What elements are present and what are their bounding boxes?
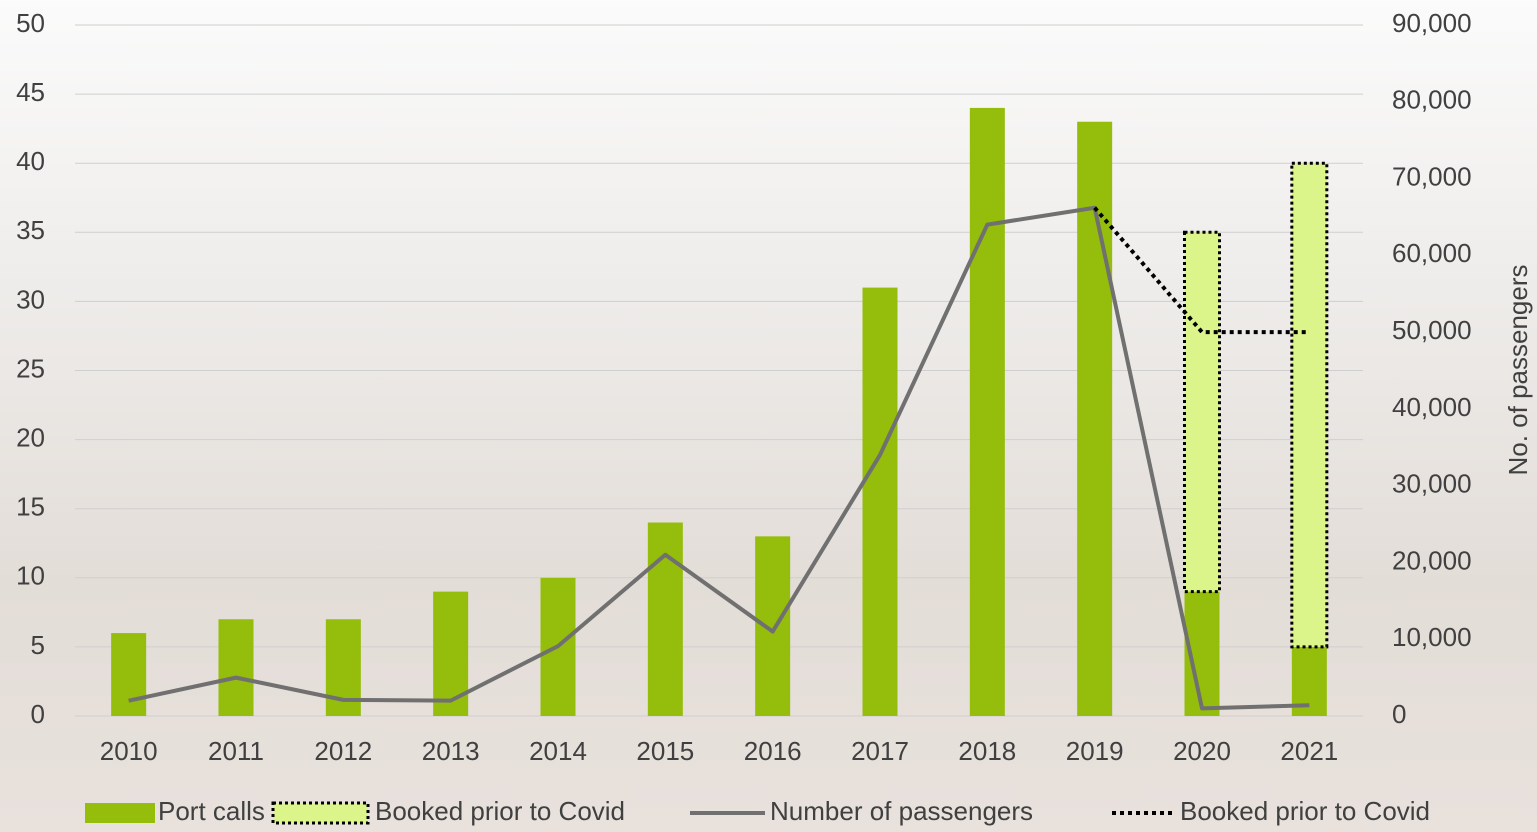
bar: [648, 523, 683, 716]
x-tick-label: 2012: [314, 736, 372, 766]
y-tick-label: 45: [16, 77, 45, 107]
bar: [970, 108, 1005, 716]
y2-tick-label: 30,000: [1392, 469, 1472, 499]
y2-tick-label: 90,000: [1392, 8, 1472, 38]
y2-tick-label: 0: [1392, 699, 1406, 729]
y-tick-label: 50: [16, 8, 45, 38]
x-tick-label: 2016: [744, 736, 802, 766]
y2-tick-label: 70,000: [1392, 161, 1472, 191]
y2-tick-label: 50,000: [1392, 315, 1472, 345]
x-tick-label: 2014: [529, 736, 587, 766]
y-tick-label: 15: [16, 492, 45, 522]
x-tick-label: 2021: [1280, 736, 1338, 766]
y-tick-label: 20: [16, 422, 45, 452]
y-tick-label: 40: [16, 146, 45, 176]
bar: [755, 536, 790, 716]
booked-bar: [1185, 232, 1220, 591]
bar: [433, 592, 468, 716]
x-tick-label: 2011: [208, 736, 264, 766]
y2-tick-label: 40,000: [1392, 392, 1472, 422]
y-tick-label: 10: [16, 561, 45, 591]
x-tick-label: 2018: [958, 736, 1016, 766]
y2-axis-title: No. of passengers: [1503, 264, 1533, 475]
legend-label: Booked prior to Covid: [375, 796, 625, 826]
y-tick-label: 0: [31, 699, 45, 729]
y-tick-label: 5: [31, 630, 45, 660]
y-tick-label: 30: [16, 284, 45, 314]
bar: [219, 619, 254, 716]
x-tick-label: 2013: [422, 736, 480, 766]
y2-tick-label: 80,000: [1392, 85, 1472, 115]
y2-tick-label: 60,000: [1392, 238, 1472, 268]
bar: [863, 288, 898, 716]
legend-label: Number of passengers: [770, 796, 1033, 826]
chart: No. of passengers 0 5 10 15 20 25 30 35 40 45 50 0 1…: [0, 0, 1537, 832]
y-tick-label: 35: [16, 215, 45, 245]
y-tick-label: 25: [16, 353, 45, 383]
legend-label: Booked prior to Covid: [1180, 796, 1430, 826]
x-tick-label: 2017: [851, 736, 909, 766]
x-tick-label: 2019: [1066, 736, 1124, 766]
bar: [111, 633, 146, 716]
legend-swatch: [85, 803, 155, 823]
booked-bar: [1292, 163, 1327, 647]
y2-tick-label: 20,000: [1392, 545, 1472, 575]
x-tick-label: 2010: [100, 736, 158, 766]
y2-tick-label: 10,000: [1392, 622, 1472, 652]
legend-swatch: [273, 803, 368, 823]
legend-label: Port calls: [158, 796, 265, 826]
x-tick-label: 2015: [636, 736, 694, 766]
x-tick-label: 2020: [1173, 736, 1231, 766]
